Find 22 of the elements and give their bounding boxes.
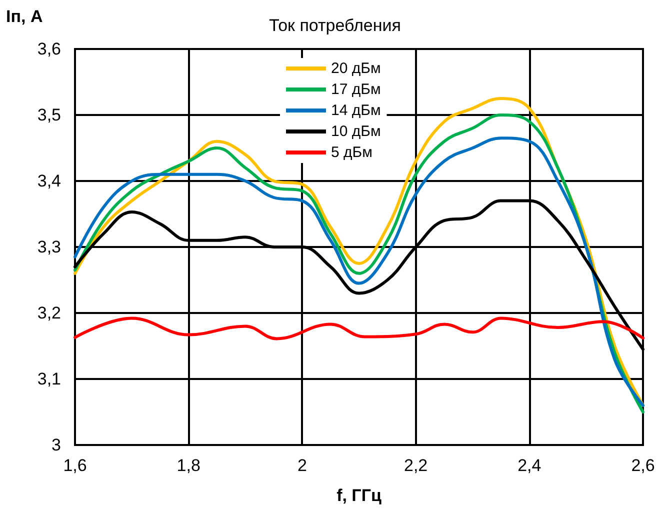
legend-label: 20 дБм [331,60,381,77]
y-tick-label: 3,6 [37,40,61,58]
x-axis-title: f, ГГц [336,486,382,505]
x-tick-label: 2 [297,456,307,475]
y-tick-label: 3,3 [37,238,61,256]
legend-label: 10 дБм [331,123,381,140]
x-tick-label: 2,6 [631,456,655,475]
y-tick-label: 3 [52,436,61,454]
chart-title: Ток потребления [269,16,401,35]
y-tick-label: 3,4 [37,172,61,190]
x-tick-label: 2,4 [518,456,542,475]
y-tick-label: 3,2 [37,304,61,322]
legend-label: 14 дБм [331,102,381,119]
y-axis-title: Iп, A [6,7,43,26]
x-tick-label: 1,8 [176,456,200,475]
legend-label: 17 дБм [331,81,381,98]
line-series [74,316,644,340]
x-tick-label: 2,2 [404,456,428,475]
y-tick-label: 3,5 [37,106,61,124]
legend-label: 5 дБм [331,144,372,161]
x-tick-label: 1,6 [63,456,87,475]
y-tick-label: 3,1 [37,370,61,388]
